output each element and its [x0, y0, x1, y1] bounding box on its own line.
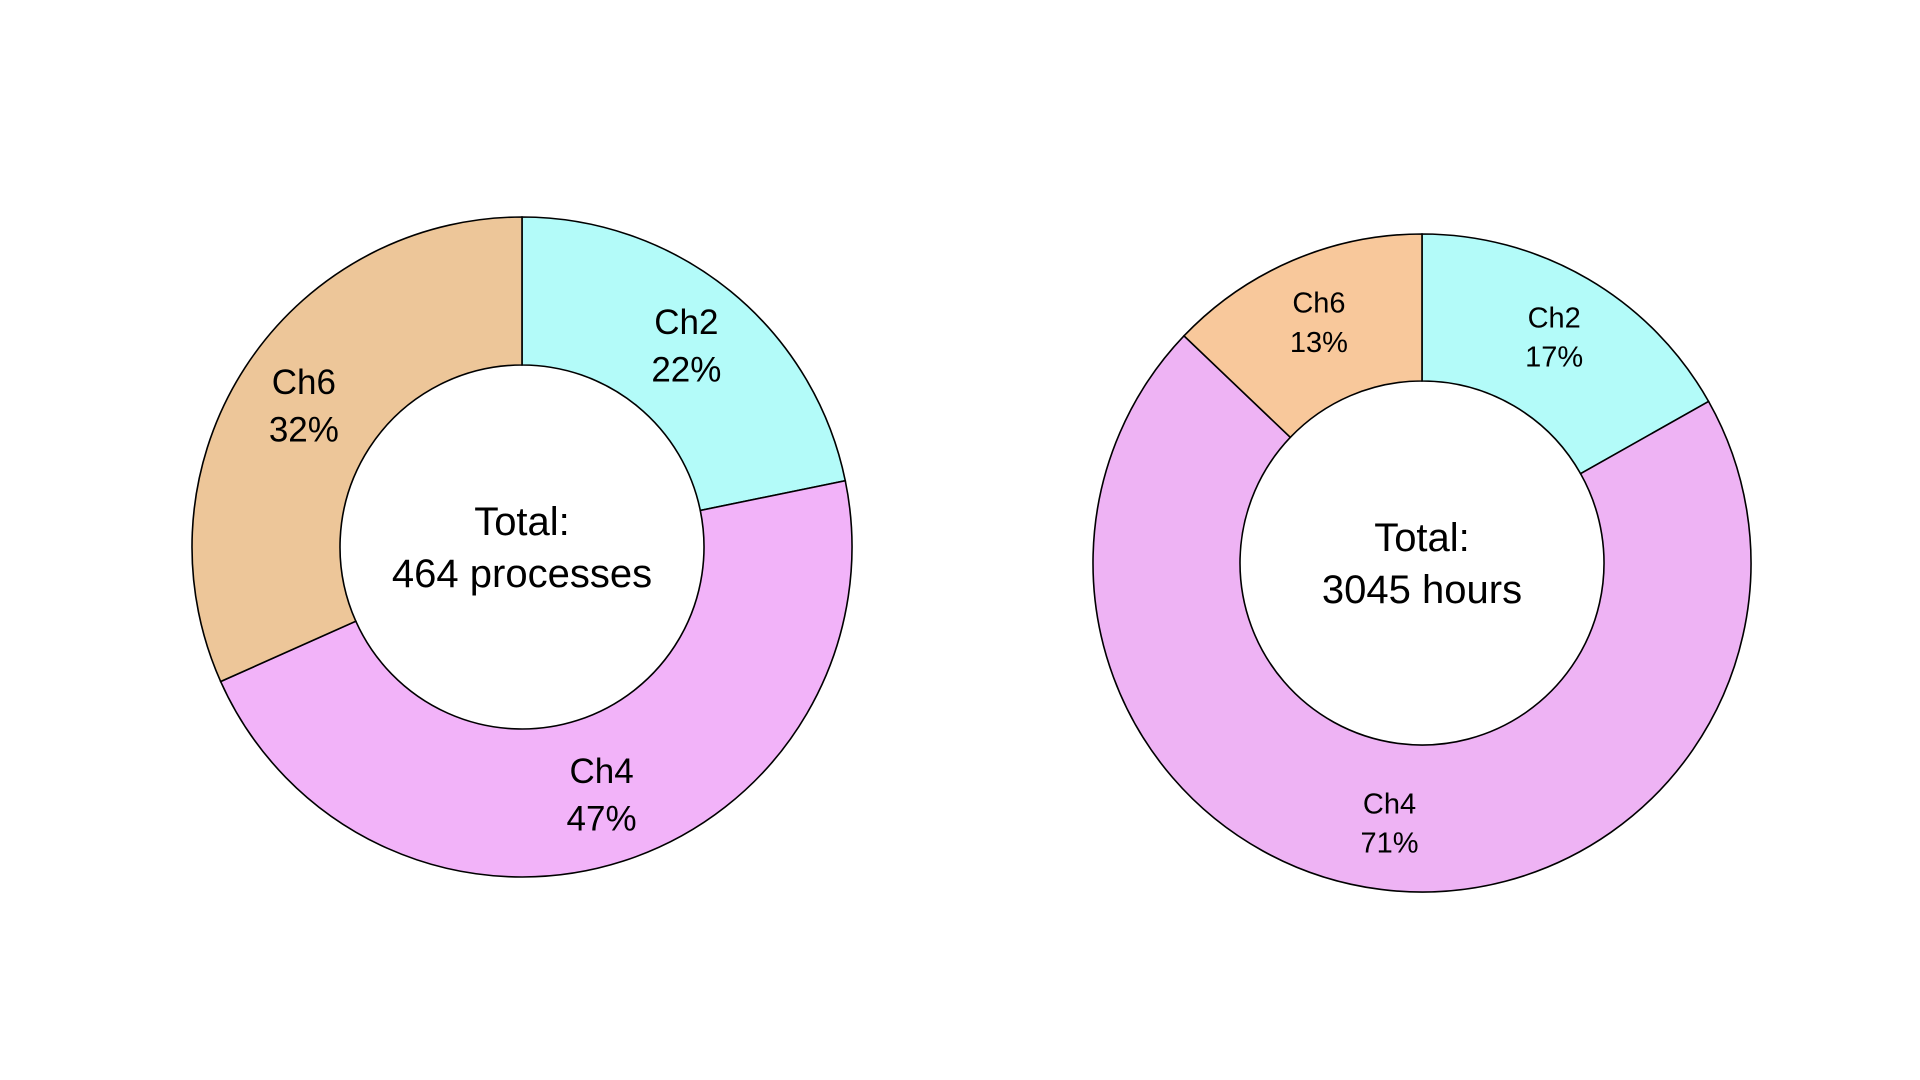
center-total-heading: Total:	[1374, 516, 1470, 560]
slice-label-ch2: Ch2	[654, 303, 718, 342]
center-total-value: 3045 hours	[1322, 568, 1522, 612]
center-total-heading: Total:	[474, 500, 570, 544]
slice-label-ch4: Ch4	[569, 752, 633, 791]
slice-percent-ch2: 17%	[1525, 342, 1583, 374]
donut-slice-ch4	[219, 479, 853, 878]
slice-label-ch6: Ch6	[1292, 288, 1345, 320]
slice-percent-ch6: 13%	[1290, 327, 1348, 359]
donut-chart-hours: Ch2 17% Ch4 71% Ch6 13% Total: 3045 hours	[1092, 233, 1752, 893]
donut-chart-processes: Ch2 22% Ch4 47% Ch6 32% Total: 464 processes	[191, 216, 853, 878]
slice-label-ch4: Ch4	[1363, 789, 1416, 821]
slice-label-ch2: Ch2	[1528, 302, 1581, 334]
center-total-value: 464 processes	[392, 552, 652, 596]
donut-slice-ch2	[1421, 233, 1710, 475]
donut-slice-ch4	[1092, 334, 1752, 893]
slice-percent-ch2: 22%	[651, 350, 721, 389]
donut-slice-ch6	[191, 216, 523, 683]
donut-slice-ch2	[521, 216, 847, 512]
slice-percent-ch6: 32%	[269, 410, 339, 449]
donut-slice-ch6	[1182, 233, 1423, 439]
slice-label-ch6: Ch6	[272, 363, 336, 402]
slice-percent-ch4: 47%	[567, 799, 637, 838]
slice-percent-ch4: 71%	[1360, 828, 1418, 860]
